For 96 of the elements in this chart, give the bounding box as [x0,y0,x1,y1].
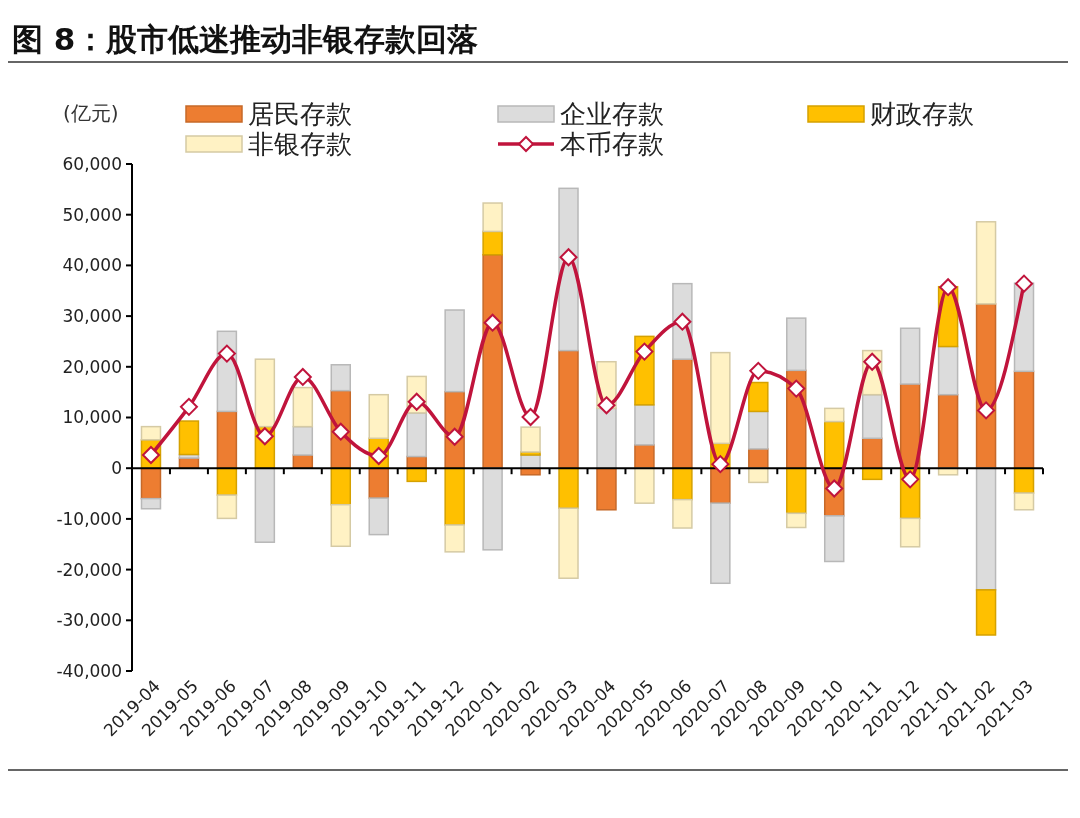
bar [368,497,389,536]
point [179,397,198,416]
y-axis-title: (亿元) [63,101,119,125]
bar [558,349,579,469]
bar [748,381,769,413]
bar [861,393,883,440]
bar [672,358,693,469]
chart-title: 图 8：股市低迷推动非银存款回落 [12,21,479,57]
point [331,422,350,441]
bar [975,589,997,636]
bar [710,351,731,445]
point [787,379,806,398]
bar [710,502,731,585]
bar [672,498,693,529]
bar [672,467,693,501]
bar [596,407,617,469]
bar [748,467,769,484]
bar [899,517,921,548]
bar [482,230,503,256]
bar [178,420,200,456]
bar [1013,492,1035,511]
point [293,367,312,386]
point [445,427,464,446]
bar [254,358,276,428]
bar [292,425,314,456]
bar [406,412,427,458]
point [255,427,274,446]
point [863,352,882,371]
bar [140,497,162,510]
bar [975,303,997,469]
bar [937,393,959,469]
legend-label: 财政存款 [870,99,974,129]
bar [975,467,997,591]
bar [444,467,465,526]
y-tick-label: 50,000 [62,204,122,225]
y-tick-label: 30,000 [62,306,122,327]
bar [975,221,997,305]
bar [558,467,579,509]
bar [786,317,807,372]
bar [444,524,465,553]
bar [368,393,389,440]
bar [634,467,655,504]
bar [482,202,503,233]
bar [330,364,352,392]
legend-label: 本币存款 [560,129,664,159]
bar [330,467,352,506]
y-tick-label: 60,000 [62,153,122,174]
bar [330,503,352,548]
bar [1013,370,1035,469]
y-tick-label: -40,000 [56,660,122,681]
bar [748,410,769,450]
bar [406,467,427,483]
y-tick-label: -30,000 [56,610,122,631]
legend-label: 企业存款 [560,99,664,129]
point [635,342,654,361]
point [483,313,502,332]
bar [634,404,655,446]
legend-label: 居民存款 [248,99,352,129]
bar [482,467,503,551]
bar [444,309,465,393]
bar [216,410,238,469]
bar [368,467,389,499]
bar [823,407,845,423]
y-tick-label: -20,000 [56,559,122,580]
bar [786,512,807,529]
point [939,278,958,297]
bar [558,507,579,579]
bar [520,426,541,453]
bar [520,467,541,476]
bar [823,515,845,563]
point [559,248,578,267]
bar [482,254,503,469]
point [673,312,692,331]
bar [140,425,162,441]
point [977,401,996,420]
point [1015,274,1034,293]
y-tick-label: 0 [111,458,122,479]
y-tick-label: 10,000 [62,407,122,428]
y-tick-label: 20,000 [62,356,122,377]
bar [254,467,276,543]
point [597,396,616,415]
bar [937,345,959,396]
point [749,361,768,380]
bar [899,327,921,385]
bar [596,467,617,511]
bar [823,420,845,469]
bar [216,494,238,520]
legend-label: 非银存款 [248,129,352,159]
bar [710,467,731,504]
point [901,470,920,489]
point [521,407,540,426]
bar [786,467,807,515]
y-tick-label: -10,000 [56,508,122,529]
y-tick-label: 40,000 [62,255,122,276]
bar [292,386,314,428]
point [217,344,236,363]
